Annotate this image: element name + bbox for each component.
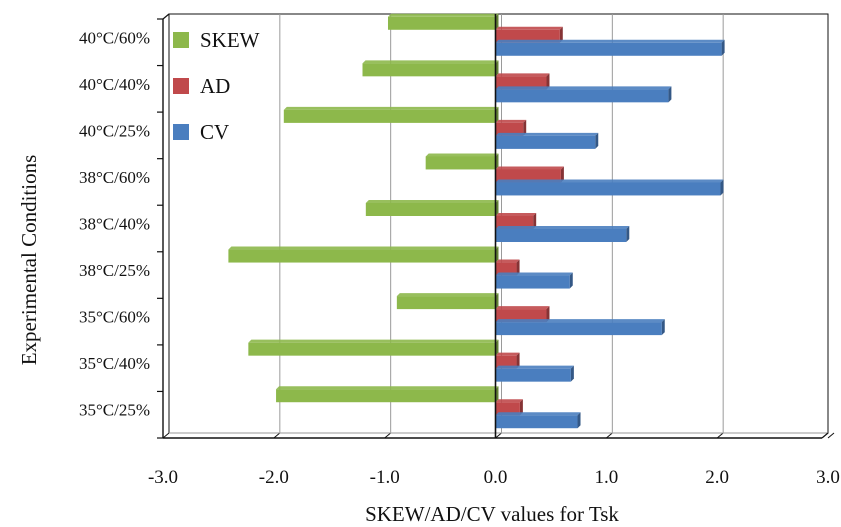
floor-tick <box>495 432 502 439</box>
bar-cv-2 <box>495 319 665 336</box>
bar-cv-0 <box>495 412 581 429</box>
y-axis-title: Experimental Conditions <box>17 155 41 366</box>
bar-ad-8 <box>495 26 563 43</box>
x-tick-label: 2.0 <box>705 467 729 488</box>
bar-cv-5 <box>495 179 724 196</box>
x-axis-title: SKEW/AD/CV values for Tsk <box>365 502 619 526</box>
bar-cv-4 <box>495 226 630 242</box>
bar-cv-6 <box>495 132 599 149</box>
bar-ad-3 <box>495 259 520 276</box>
bar-skew-6 <box>283 106 499 123</box>
x-tick-label: 1.0 <box>594 467 618 488</box>
floor-tick <box>384 432 391 439</box>
floor-tick <box>716 432 724 439</box>
bar-cv-7 <box>495 86 672 103</box>
legend-swatch-ad <box>173 78 189 94</box>
bar-skew-8 <box>387 13 499 30</box>
axes <box>157 13 829 439</box>
x-tick-label: -1.0 <box>370 467 400 488</box>
floor-tick <box>162 432 170 439</box>
bar-skew-0 <box>276 386 499 403</box>
bar-ad-4 <box>495 213 537 229</box>
bar-ad-6 <box>495 119 527 136</box>
y-category-labels: 35°C/25% 35°C/40% 35°C/60% 38°C/25% 38°C/40%… <box>79 28 150 419</box>
bar-cv-1 <box>495 365 574 382</box>
bar-skew-1 <box>248 339 499 356</box>
floor-tick <box>606 432 613 439</box>
legend-label-ad: AD <box>200 74 230 98</box>
bar-cv-8 <box>495 39 725 56</box>
bar-cv-3 <box>495 272 573 289</box>
bar-skew-5 <box>425 153 499 170</box>
category-label: 35°C/60% <box>79 308 150 327</box>
x-tick-label: 0.0 <box>484 467 508 488</box>
x-tick-label: -2.0 <box>259 467 289 488</box>
category-label: 40°C/60% <box>79 28 150 47</box>
bar-ad-7 <box>495 73 550 90</box>
bar-ad-1 <box>495 352 520 369</box>
legend-label-skew: SKEW <box>200 28 260 52</box>
category-label: 38°C/40% <box>79 215 150 234</box>
bar-ad-2 <box>495 306 550 323</box>
category-label: 38°C/60% <box>79 168 150 187</box>
x-tick-label: 3.0 <box>816 467 840 488</box>
category-label: 40°C/25% <box>79 121 150 140</box>
bar-ad-5 <box>495 166 564 183</box>
bars <box>228 13 725 429</box>
legend-swatch-cv <box>173 124 189 140</box>
x-tick-labels: -3.0 -2.0 -1.0 0.0 1.0 2.0 3.0 <box>148 467 840 488</box>
legend: SKEW AD CV <box>173 28 260 144</box>
bar-skew-7 <box>362 60 499 77</box>
bar-skew-4 <box>365 200 499 216</box>
bar-ad-0 <box>495 399 523 416</box>
category-label: 38°C/25% <box>79 261 150 280</box>
category-label: 35°C/25% <box>79 401 150 420</box>
floor-tick <box>273 432 281 439</box>
category-label: 35°C/40% <box>79 354 150 373</box>
legend-swatch-skew <box>173 32 189 48</box>
legend-label-cv: CV <box>200 120 229 144</box>
bar-skew-3 <box>228 246 499 263</box>
floor-tick <box>827 432 835 439</box>
x-tick-label: -3.0 <box>148 467 178 488</box>
bar-skew-2 <box>396 293 499 310</box>
category-label: 40°C/40% <box>79 75 150 94</box>
